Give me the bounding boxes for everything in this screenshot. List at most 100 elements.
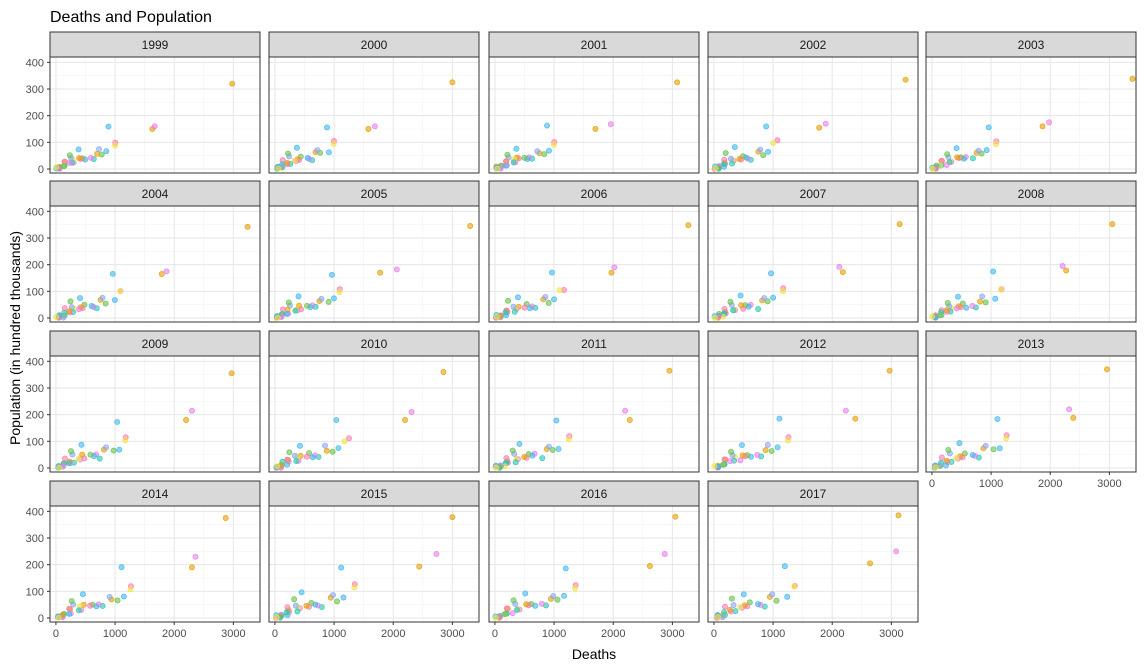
facet-panel-2014: 2014 0 100 200 300 400 0 1000 2000 3000: [26, 480, 261, 640]
panel-background: [926, 57, 1136, 173]
facet-panel-2002: 2002: [707, 31, 919, 174]
data-point: [511, 308, 518, 315]
facet-strip-label: 2005: [361, 187, 388, 201]
data-point: [728, 595, 735, 602]
data-point: [672, 513, 679, 520]
data-point: [712, 165, 719, 172]
data-point: [990, 446, 997, 453]
y-tick-label: 0: [38, 164, 44, 176]
data-point: [228, 370, 235, 377]
facet-strip: [707, 480, 919, 507]
facet-strip: [925, 330, 1137, 357]
data-point: [284, 461, 291, 468]
panel-border: [49, 355, 261, 473]
facet-strip: [268, 31, 480, 58]
data-point: [96, 455, 103, 462]
facet-strip: [49, 31, 261, 58]
data-point: [622, 407, 629, 414]
data-point: [555, 446, 562, 452]
data-point: [99, 294, 106, 301]
data-point: [105, 123, 112, 130]
panel-border: [488, 205, 700, 323]
data-point: [1039, 123, 1046, 130]
panel-background: [489, 57, 699, 173]
data-point: [333, 417, 340, 423]
facet-strip-label: 2006: [581, 187, 608, 201]
data-point: [607, 121, 614, 128]
data-point: [53, 314, 60, 320]
x-tick-label: 2000: [381, 628, 405, 640]
data-point: [842, 407, 849, 414]
data-point: [118, 564, 125, 571]
data-point: [816, 124, 823, 131]
data-point: [75, 146, 82, 153]
data-point: [932, 464, 939, 471]
data-point: [721, 456, 728, 463]
data-point: [325, 298, 332, 305]
data-point: [521, 154, 528, 161]
data-point: [565, 436, 572, 443]
y-tick-label: 400: [26, 57, 44, 69]
data-point: [365, 126, 372, 132]
data-point: [111, 297, 118, 304]
data-point: [886, 367, 893, 374]
data-point: [117, 288, 124, 295]
data-point: [975, 147, 982, 154]
data-point: [711, 314, 718, 321]
y-tick-label: 300: [26, 233, 44, 245]
data-point: [738, 302, 745, 309]
facet-panel-2016: 2016 0 1000 2000 3000: [488, 480, 700, 640]
data-point: [839, 269, 846, 276]
y-tick-label: 0: [38, 613, 44, 625]
data-point: [953, 145, 960, 152]
facet-strip-label: 2016: [581, 487, 608, 501]
data-point: [822, 120, 829, 127]
facet-strip-label: 1999: [142, 38, 169, 52]
data-point: [504, 151, 511, 158]
data-point: [192, 553, 199, 560]
panel-background: [269, 57, 479, 173]
data-point: [954, 154, 961, 161]
facet-strip-label: 2008: [1018, 187, 1045, 201]
facet-panel-2006: 2006: [488, 180, 700, 323]
data-point: [322, 442, 328, 449]
data-point: [929, 165, 936, 172]
data-point: [730, 307, 737, 314]
data-point: [722, 150, 729, 156]
data-point: [737, 457, 744, 464]
data-point: [773, 597, 780, 604]
data-point: [510, 159, 517, 166]
facet-panel-2015: 2015 0 1000 2000 3000: [268, 480, 480, 640]
data-point: [721, 306, 728, 312]
x-axis-title: Deaths: [572, 646, 616, 662]
data-point: [502, 158, 509, 165]
facet-panel-2017: 2017 0 1000 2000 3000: [707, 480, 919, 640]
data-point: [781, 563, 788, 570]
data-point: [324, 124, 330, 131]
data-point: [661, 551, 668, 557]
facet-strip-label: 2009: [142, 337, 169, 351]
data-point: [106, 593, 113, 600]
data-point: [66, 308, 73, 315]
facet-panel-2004: 2004 0 100 200 300 400: [26, 180, 261, 325]
data-point: [1003, 435, 1010, 442]
data-point: [285, 299, 292, 306]
data-point: [189, 407, 195, 414]
x-tick-label: 0: [492, 628, 498, 640]
data-point: [66, 152, 73, 159]
data-point: [969, 303, 976, 309]
data-point: [546, 147, 552, 154]
data-point: [757, 146, 764, 153]
data-point: [545, 299, 552, 306]
data-point: [739, 452, 746, 459]
data-point: [996, 445, 1003, 452]
data-point: [56, 464, 63, 471]
data-point: [325, 149, 332, 156]
data-point: [330, 592, 336, 598]
data-point: [291, 596, 298, 603]
data-point: [896, 221, 903, 228]
x-tick-label: 2000: [601, 628, 625, 640]
data-point: [516, 440, 523, 447]
data-point: [770, 140, 777, 147]
data-point: [944, 151, 951, 158]
